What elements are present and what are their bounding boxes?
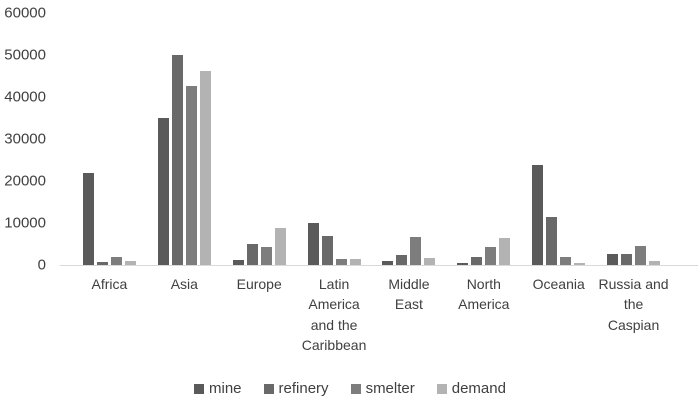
bar-smelter-oceania [560, 257, 572, 265]
bar-refinery-north-america [471, 257, 483, 265]
y-axis-tick-text: 40000 [4, 88, 46, 106]
bar-mine-oceania [532, 165, 544, 265]
bar-demand-africa [124, 261, 136, 265]
bar-refinery-oceania [546, 217, 558, 265]
bar-group-europe [222, 13, 297, 265]
bar-mine-latin-america-and-the-caribbean [307, 223, 319, 265]
bar-demand-oceania [574, 263, 586, 265]
y-axis-tick-label: 60000 [0, 5, 52, 22]
y-axis-tick-label: 0 [0, 257, 52, 274]
y-axis-tick-label: 20000 [0, 173, 52, 190]
bar-demand-russia-and-the-caspian [649, 261, 661, 265]
y-axis-tick-label: 30000 [0, 131, 52, 148]
x-axis-label-russia-and-the-caspian: Russia and the Caspian [598, 276, 669, 333]
x-axis-label-north-america: North America [458, 276, 510, 313]
bar-group-russia-and-the-caspian [596, 13, 671, 265]
bar-group-africa [72, 13, 147, 265]
legend-swatch-mine [194, 383, 205, 394]
bar-demand-asia [199, 71, 211, 265]
bar-refinery-middle-east [396, 255, 408, 265]
plot-area [72, 13, 671, 265]
y-axis-tick-text: 30000 [4, 130, 46, 148]
bar-smelter-africa [110, 257, 122, 265]
legend: mine refinery smelter demand [0, 380, 700, 397]
bar-demand-middle-east [424, 258, 436, 265]
bar-group-asia [147, 13, 222, 265]
x-axis-label-europe: Europe [236, 276, 282, 292]
x-axis-label-asia: Asia [170, 276, 198, 292]
y-axis-tick-label: 10000 [0, 215, 52, 232]
y-axis-tick-text: 20000 [4, 172, 46, 190]
bar-refinery-russia-and-the-caspian [621, 254, 633, 265]
bar-refinery-africa [96, 262, 108, 265]
legend-swatch-demand [436, 383, 447, 394]
bar-refinery-asia [171, 55, 183, 265]
bar-group-north-america [446, 13, 521, 265]
bar-mine-middle-east [382, 261, 394, 265]
bar-smelter-middle-east [410, 237, 422, 265]
bar-mine-north-america [457, 263, 469, 265]
bar-mine-europe [232, 260, 244, 265]
bar-smelter-north-america [485, 247, 497, 265]
bar-smelter-europe [260, 247, 272, 265]
legend-label-smelter: smelter [365, 380, 415, 397]
legend-label-demand: demand [451, 380, 506, 397]
x-axis-label-oceania: Oceania [532, 276, 585, 292]
legend-swatch-smelter [350, 383, 361, 394]
y-axis-tick-text: 60000 [4, 4, 46, 22]
bar-demand-europe [274, 228, 286, 265]
x-axis-labels: Africa Asia Europe Latin America and the Carib… [72, 274, 671, 355]
y-axis-tick-text: 50000 [4, 46, 46, 64]
bar-group-latin-america-and-the-caribbean [297, 13, 372, 265]
legend-item-refinery: refinery [263, 380, 329, 397]
legend-label-mine: mine [209, 380, 242, 397]
legend-item-mine: mine [194, 380, 242, 397]
bar-smelter-asia [185, 86, 197, 265]
bar-refinery-latin-america-and-the-caribbean [321, 236, 333, 265]
y-axis-tick-label: 50000 [0, 47, 52, 64]
x-axis-label-latin-america-and-the-caribbean: Latin America and the Caribbean [301, 276, 367, 353]
legend-item-smelter: smelter [350, 380, 415, 397]
bar-demand-north-america [499, 238, 511, 265]
legend-label-refinery: refinery [278, 380, 329, 397]
bar-group-middle-east [372, 13, 447, 265]
bar-mine-russia-and-the-caspian [607, 254, 619, 265]
bar-mine-africa [82, 173, 94, 265]
y-axis-tick-label: 40000 [0, 89, 52, 106]
y-axis-tick-text: 10000 [4, 214, 46, 232]
x-axis-label-middle-east: Middle East [388, 276, 430, 313]
y-axis-tick-text: 0 [37, 256, 46, 274]
legend-item-demand: demand [436, 380, 506, 397]
bar-smelter-latin-america-and-the-caribbean [335, 259, 347, 265]
bar-mine-asia [157, 118, 169, 265]
x-axis-line [60, 265, 698, 266]
bar-refinery-europe [246, 244, 258, 265]
bar-group-oceania [521, 13, 596, 265]
bar-smelter-russia-and-the-caspian [635, 246, 647, 265]
bar-demand-latin-america-and-the-caribbean [349, 259, 361, 265]
x-axis-label-africa: Africa [91, 276, 128, 292]
legend-swatch-refinery [263, 383, 274, 394]
